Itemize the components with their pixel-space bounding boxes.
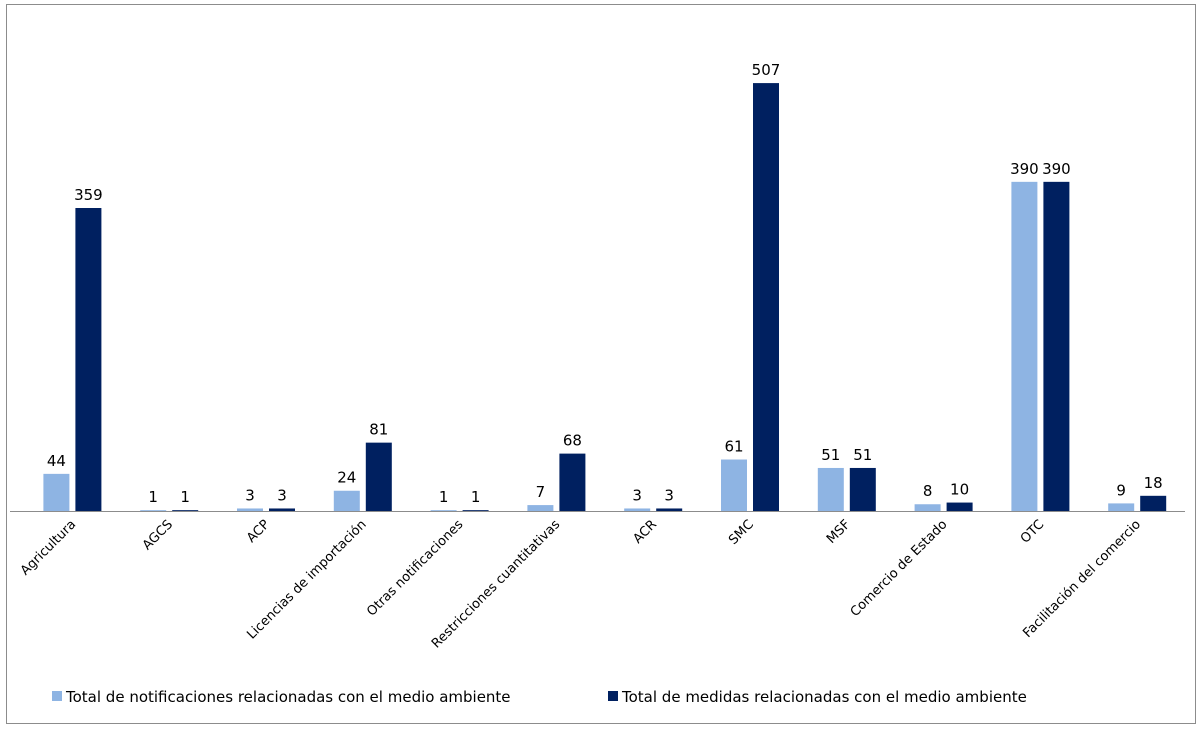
legend-label-2: Total de medidas relacionadas con el med…: [621, 688, 1027, 706]
x-tick-label-7: SMC: [726, 517, 757, 548]
data-label-series2-8: 51: [853, 446, 872, 464]
legend-swatch-1: [52, 691, 62, 701]
data-label-series1-0: 44: [47, 452, 66, 470]
bar-series1-9: [914, 504, 941, 511]
bar-series2-7: [753, 83, 779, 511]
bar-series2-5: [559, 453, 586, 511]
data-label-series1-4: 1: [439, 488, 449, 506]
x-tick-label-2: ACP: [244, 517, 273, 546]
data-label-series1-11: 9: [1116, 481, 1126, 499]
data-label-series2-4: 1: [471, 488, 481, 506]
legend-swatch-2: [608, 691, 618, 701]
x-tick-label-0: Agricultura: [18, 517, 79, 578]
x-tick-label-6: ACR: [630, 517, 660, 547]
bar-series1-10: [1011, 181, 1038, 511]
data-label-series1-8: 51: [821, 446, 840, 464]
data-label-series2-0: 359: [74, 186, 103, 204]
data-label-series1-5: 7: [536, 483, 546, 501]
legend-label-1: Total de notificaciones relacionadas con…: [65, 688, 511, 706]
data-label-series1-10: 390: [1010, 160, 1039, 178]
data-label-series1-2: 3: [245, 486, 255, 504]
x-tick-label-1: AGCS: [140, 517, 176, 553]
bar-series1-0: [43, 473, 70, 511]
x-tick-label-9: Comercio de Estado: [848, 517, 951, 620]
data-label-series1-3: 24: [337, 469, 356, 487]
bar-series2-2: [269, 508, 295, 511]
bar-series1-6: [624, 508, 651, 511]
bar-series2-10: [1043, 181, 1070, 511]
data-label-series1-9: 8: [923, 482, 933, 500]
data-label-series2-6: 3: [664, 486, 674, 504]
data-label-series2-3: 81: [369, 421, 388, 439]
bar-series2-1: [172, 510, 199, 511]
bar-series1-11: [1108, 503, 1135, 511]
bar-series2-4: [462, 510, 489, 511]
data-label-series1-1: 1: [148, 488, 158, 506]
data-label-series2-1: 1: [180, 488, 190, 506]
bar-series1-1: [140, 510, 167, 511]
bar-series2-6: [656, 508, 683, 511]
data-label-series2-10: 390: [1042, 160, 1071, 178]
chart-frame: [6, 4, 1196, 724]
data-label-series2-7: 507: [752, 61, 781, 79]
bar-series1-2: [237, 508, 263, 511]
bar-series2-9: [946, 502, 973, 511]
bar-series1-7: [721, 459, 747, 511]
data-label-series1-7: 61: [724, 438, 743, 456]
data-label-series2-5: 68: [563, 432, 582, 450]
bar-series2-0: [75, 208, 102, 511]
data-label-series2-2: 3: [277, 486, 287, 504]
bar-series2-8: [849, 467, 876, 511]
data-label-series2-11: 18: [1144, 474, 1163, 492]
bar-series1-8: [817, 467, 844, 511]
bar-series1-5: [527, 505, 554, 511]
x-tick-label-4: Otras notificaciones: [364, 517, 466, 619]
bar-series2-11: [1140, 495, 1167, 511]
bar-series2-3: [365, 442, 392, 511]
x-tick-label-8: MSF: [824, 517, 854, 547]
bar-series1-4: [430, 510, 457, 511]
bar-series1-3: [333, 490, 360, 511]
data-label-series2-9: 10: [950, 481, 969, 499]
data-label-series1-6: 3: [632, 486, 642, 504]
x-tick-label-10: OTC: [1018, 517, 1047, 546]
